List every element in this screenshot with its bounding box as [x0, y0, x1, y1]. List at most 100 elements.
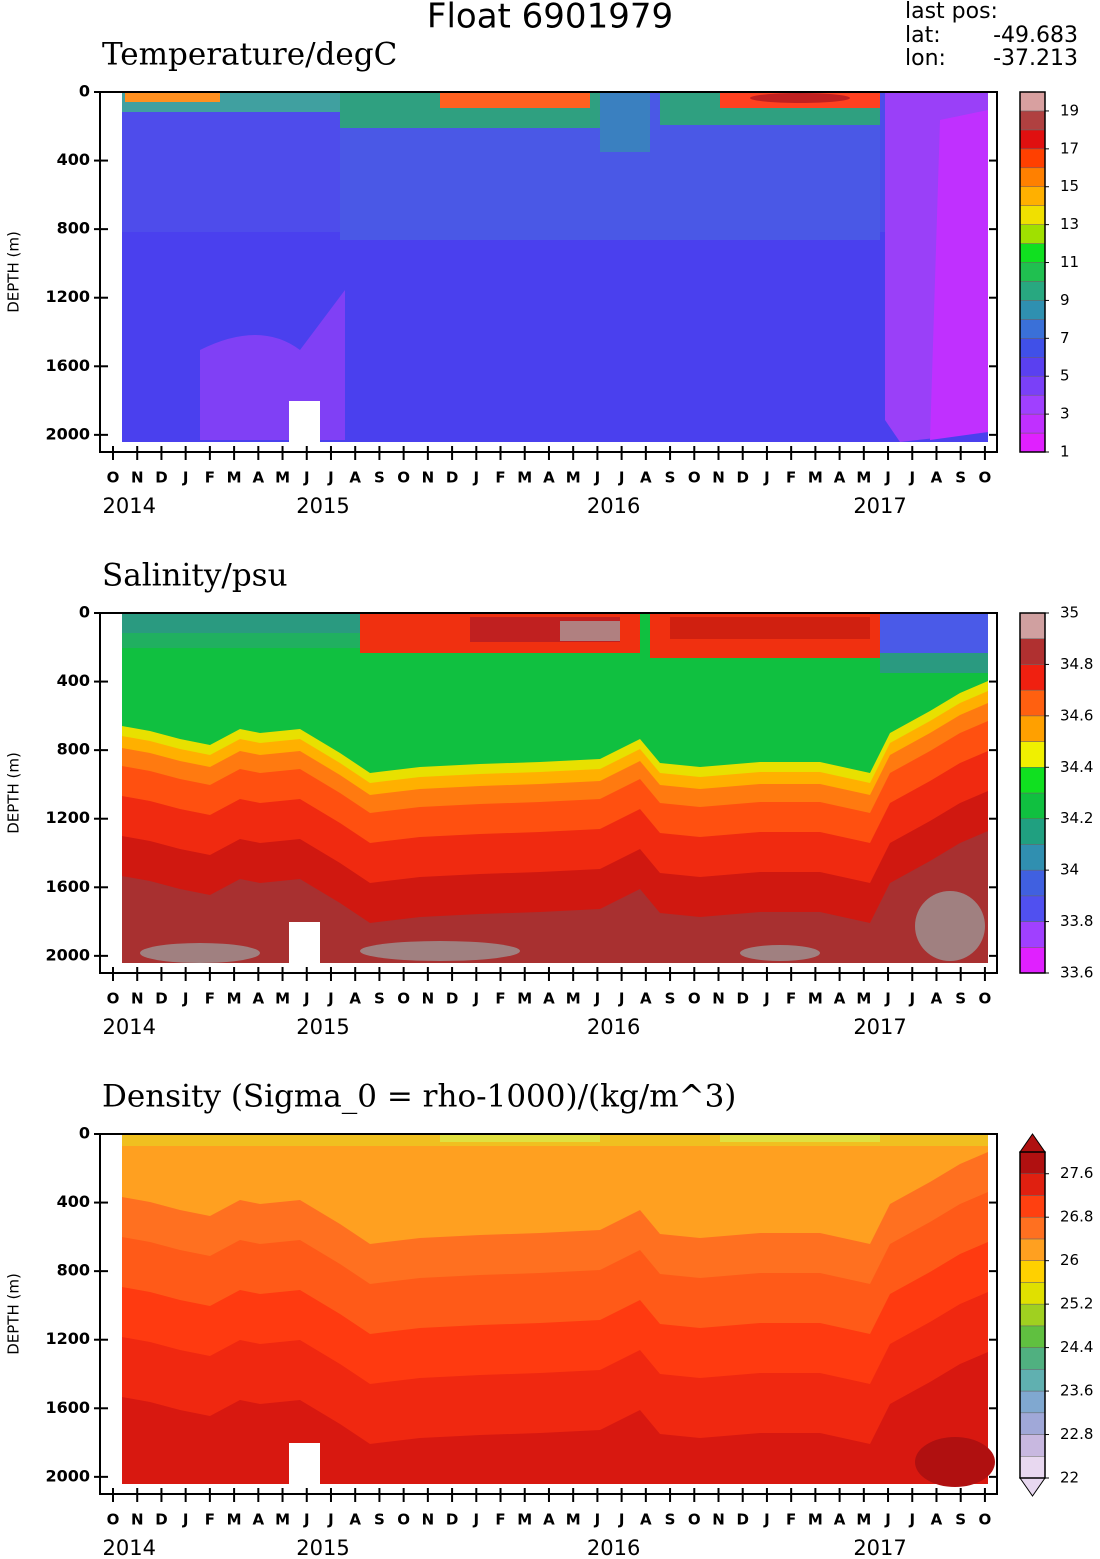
x-tick-label: S — [374, 990, 385, 1008]
colorbar-band — [1019, 895, 1046, 922]
x-tick-label: A — [349, 990, 361, 1008]
x-tick-label: A — [834, 1511, 846, 1529]
contour-field — [122, 1134, 995, 1488]
x-tick-label: A — [931, 1511, 943, 1529]
colorbar-label: 24.4 — [1060, 1338, 1093, 1356]
field-patch — [140, 943, 260, 963]
colorbar-band — [1019, 129, 1046, 150]
colorbar-band — [1019, 1412, 1046, 1435]
colorbar-band — [1019, 357, 1046, 377]
x-tick-label: M — [275, 1511, 290, 1529]
colorbar-label: 35 — [1060, 604, 1079, 622]
y-tick-label: 800 — [57, 740, 90, 759]
x-tick-label: A — [349, 1511, 361, 1529]
colorbar-label: 9 — [1060, 291, 1070, 309]
field-band — [122, 1352, 988, 1484]
colorbar-band — [1019, 715, 1046, 742]
x-tick-label: J — [182, 469, 189, 487]
colorbar-band — [1019, 1369, 1046, 1392]
x-tick-label: O — [979, 990, 992, 1008]
colorbar-band — [1019, 1325, 1046, 1348]
y-tick-label: 2000 — [45, 424, 90, 443]
x-tick-label: N — [131, 990, 144, 1008]
x-tick-label: J — [884, 990, 891, 1008]
year-label: 2016 — [587, 1015, 640, 1039]
x-tick-label: O — [107, 1511, 120, 1529]
year-label: 2014 — [102, 494, 155, 518]
x-tick-label: O — [397, 469, 410, 487]
x-tick-label: N — [422, 990, 435, 1008]
x-tick-label: D — [155, 990, 167, 1008]
panel-title: Temperature/degC — [102, 37, 397, 73]
x-tick-label: M — [856, 1511, 871, 1529]
x-tick-label: J — [618, 469, 625, 487]
x-tick-label: O — [688, 990, 701, 1008]
colorbar-label: 5 — [1060, 367, 1070, 385]
colorbar-band — [1019, 1173, 1046, 1196]
page-title: Float 6901979 — [427, 0, 673, 37]
field-patch — [915, 891, 985, 961]
x-tick-label: J — [884, 469, 891, 487]
x-tick-label: O — [397, 990, 410, 1008]
missing-data — [289, 1443, 320, 1488]
year-label: 2017 — [853, 494, 906, 518]
x-tick-label: F — [786, 990, 796, 1008]
colorbar-band — [1019, 1238, 1046, 1261]
colorbar-band — [1019, 1390, 1046, 1414]
colorbar-arrow — [1019, 1477, 1046, 1497]
year-label: 2017 — [853, 1015, 906, 1039]
x-tick-label: J — [908, 1511, 915, 1529]
colorbar-band — [1019, 818, 1046, 845]
colorbar-band — [1019, 921, 1046, 948]
x-tick-label: D — [446, 990, 458, 1008]
x-tick-label: M — [808, 990, 823, 1008]
colorbar-label: 11 — [1060, 253, 1079, 271]
x-tick-label: A — [931, 469, 943, 487]
year-label: 2017 — [853, 1536, 906, 1559]
x-tick-label: S — [955, 1511, 966, 1529]
x-tick-label: J — [594, 469, 601, 487]
field-patch — [125, 92, 220, 102]
colorbar-band — [1019, 413, 1046, 434]
colorbar-band — [1019, 224, 1046, 244]
contour-field — [122, 92, 988, 446]
y-axis-label: DEPTH (m) — [5, 1273, 23, 1355]
x-tick-label: J — [303, 469, 310, 487]
field-patch — [740, 945, 820, 961]
x-tick-label: O — [107, 469, 120, 487]
field-patch — [720, 1134, 880, 1142]
missing-data — [289, 401, 320, 446]
colorbar-band — [1019, 664, 1046, 691]
x-tick-label: D — [736, 469, 748, 487]
colorbar-frame — [1019, 91, 1046, 453]
y-tick-label: 0 — [79, 1124, 90, 1143]
x-tick-label: A — [253, 990, 265, 1008]
x-tick-label: M — [227, 990, 242, 1008]
x-tick-label: D — [155, 1511, 167, 1529]
x-tick-label: J — [182, 990, 189, 1008]
x-tick-label: J — [327, 990, 334, 1008]
x-tick-label: D — [155, 469, 167, 487]
x-tick-label: O — [107, 990, 120, 1008]
field-band — [122, 831, 988, 963]
field-patch — [122, 613, 360, 633]
x-tick-label: J — [473, 990, 480, 1008]
y-tick-label: 1600 — [45, 1398, 90, 1417]
x-tick-label: M — [227, 1511, 242, 1529]
colorbar-band — [1019, 869, 1046, 897]
field-patch — [880, 613, 988, 653]
x-tick-label: F — [495, 1511, 505, 1529]
colorbar-band — [1019, 1434, 1046, 1457]
x-tick-label: M — [856, 469, 871, 487]
field-patch — [915, 1437, 995, 1487]
colorbar-band — [1019, 300, 1046, 320]
colorbar-label: 23.6 — [1060, 1382, 1093, 1400]
y-tick-label: 400 — [57, 150, 90, 169]
x-tick-label: J — [303, 990, 310, 1008]
year-label: 2014 — [102, 1015, 155, 1039]
x-tick-label: S — [665, 469, 676, 487]
year-label: 2016 — [587, 1536, 640, 1559]
colorbar-arrow — [1019, 1133, 1046, 1153]
colorbar-band — [1019, 1282, 1046, 1305]
colorbar-label: 34.2 — [1060, 809, 1093, 827]
